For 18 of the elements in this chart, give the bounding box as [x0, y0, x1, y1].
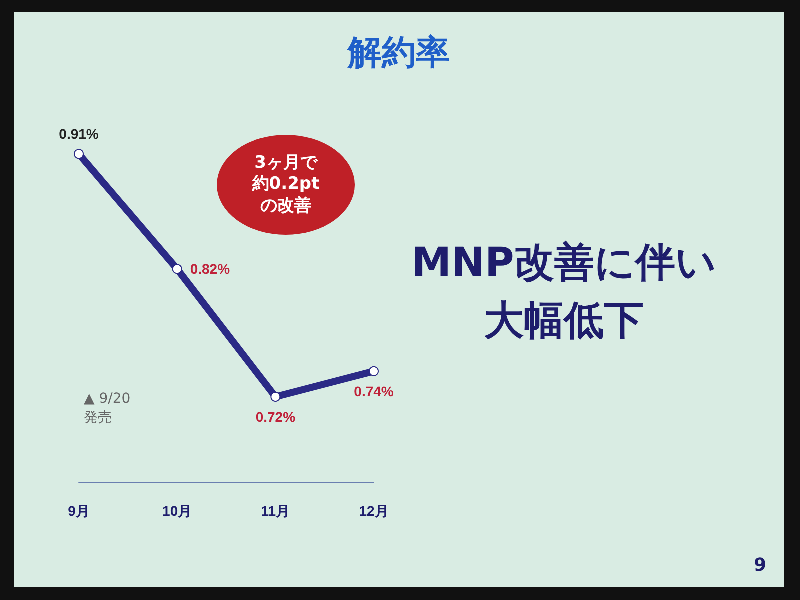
callout-ellipse: 3ヶ月で約0.2ptの改善 [217, 135, 355, 235]
data-label: 0.72% [256, 409, 296, 425]
point [270, 392, 281, 402]
chart-title: 解約率 [346, 32, 451, 75]
annotation: ▲ 9/20 発売 [84, 390, 131, 428]
point [172, 264, 182, 274]
x-tick-label: 9月 [68, 503, 90, 519]
annotation: MNP改善に伴い大幅低下 [410, 239, 718, 346]
data-label: 0.74% [354, 383, 394, 400]
x-tick-label: 12月 [359, 503, 389, 519]
annotation: 3ヶ月で約0.2ptの改善 [251, 153, 321, 217]
data-label: 0.91% [59, 126, 100, 142]
data-label: 0.82% [190, 261, 231, 278]
x-tick-label: 10月 [162, 503, 192, 519]
text: 9 [754, 555, 767, 576]
x-tick-label: 11月 [261, 503, 290, 519]
point [369, 366, 379, 376]
point [74, 149, 84, 160]
